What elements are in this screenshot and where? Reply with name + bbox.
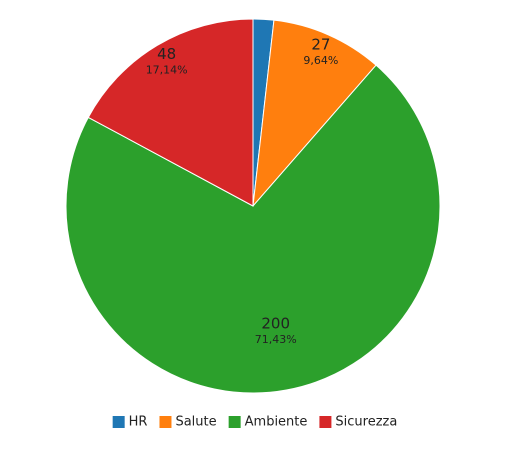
pie-slice	[65, 64, 441, 394]
slice-value-label: 27	[311, 35, 330, 53]
legend-label[interactable]: Ambiente	[245, 415, 308, 430]
legend-swatch[interactable]	[228, 416, 241, 428]
legend-label[interactable]: HR	[129, 415, 148, 430]
slice-percent-label: 9,64%	[303, 54, 338, 67]
slice-percent-label: 17,14%	[146, 64, 188, 77]
slice-value-label: 200	[261, 315, 290, 333]
legend-swatch[interactable]	[159, 416, 172, 428]
slice-percent-label: 71,43%	[255, 333, 297, 346]
legend-label[interactable]: Sicurezza	[335, 415, 397, 430]
legend-label[interactable]: Salute	[175, 415, 216, 430]
slice-value-label: 48	[157, 45, 176, 63]
pie-slice	[252, 19, 377, 208]
legend-swatch[interactable]	[319, 416, 332, 428]
pie-slice	[87, 18, 254, 207]
legend-swatch[interactable]	[112, 416, 125, 428]
